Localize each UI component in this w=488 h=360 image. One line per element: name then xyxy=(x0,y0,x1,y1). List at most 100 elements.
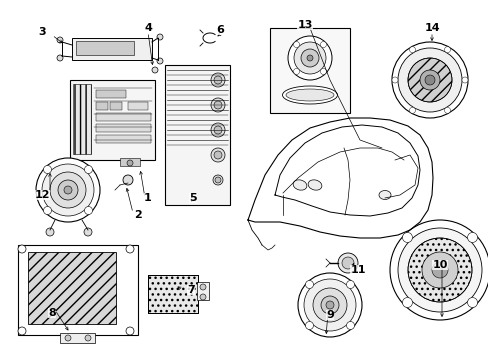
Circle shape xyxy=(397,48,461,112)
Bar xyxy=(72,38,152,60)
Circle shape xyxy=(152,67,158,73)
Circle shape xyxy=(346,280,354,288)
Circle shape xyxy=(431,262,447,278)
Bar xyxy=(164,65,229,205)
Circle shape xyxy=(305,321,313,329)
Text: 14: 14 xyxy=(423,23,439,33)
Circle shape xyxy=(408,107,415,113)
Bar xyxy=(28,252,116,324)
Bar xyxy=(76,41,134,55)
Circle shape xyxy=(214,76,222,84)
Circle shape xyxy=(200,294,205,300)
Bar xyxy=(148,275,198,313)
Circle shape xyxy=(65,335,71,341)
Bar xyxy=(148,275,198,313)
Bar xyxy=(18,245,138,335)
Text: 6: 6 xyxy=(216,25,224,35)
Bar xyxy=(73,84,91,154)
Circle shape xyxy=(407,238,471,302)
Circle shape xyxy=(287,36,331,80)
Circle shape xyxy=(337,253,357,273)
Circle shape xyxy=(214,101,222,109)
Circle shape xyxy=(341,257,353,269)
Text: 5: 5 xyxy=(189,193,196,203)
Circle shape xyxy=(320,41,326,48)
Circle shape xyxy=(57,55,63,61)
Ellipse shape xyxy=(307,180,321,190)
Circle shape xyxy=(36,158,100,222)
Text: 12: 12 xyxy=(34,190,50,200)
Circle shape xyxy=(293,42,325,74)
Circle shape xyxy=(126,327,134,335)
Circle shape xyxy=(157,58,163,64)
Ellipse shape xyxy=(378,190,390,199)
Circle shape xyxy=(126,245,134,253)
Ellipse shape xyxy=(285,89,333,101)
Circle shape xyxy=(467,297,477,307)
Circle shape xyxy=(43,166,51,174)
Circle shape xyxy=(391,77,397,83)
Bar xyxy=(70,80,155,160)
Circle shape xyxy=(42,164,94,216)
Circle shape xyxy=(419,70,439,90)
Circle shape xyxy=(84,207,92,215)
Text: 11: 11 xyxy=(349,265,365,275)
Circle shape xyxy=(320,296,338,314)
Circle shape xyxy=(297,273,361,337)
Circle shape xyxy=(157,34,163,40)
Circle shape xyxy=(210,73,224,87)
Circle shape xyxy=(408,47,415,53)
Text: 9: 9 xyxy=(325,310,333,320)
Circle shape xyxy=(407,58,451,102)
Circle shape xyxy=(84,228,92,236)
Circle shape xyxy=(57,37,63,43)
Circle shape xyxy=(402,297,412,307)
Circle shape xyxy=(320,68,326,75)
Circle shape xyxy=(325,301,333,309)
Circle shape xyxy=(397,228,481,312)
Circle shape xyxy=(64,186,72,194)
Circle shape xyxy=(461,77,467,83)
Circle shape xyxy=(84,166,92,174)
Circle shape xyxy=(200,284,205,290)
Circle shape xyxy=(46,228,54,236)
Circle shape xyxy=(43,207,51,215)
Circle shape xyxy=(210,123,224,137)
Circle shape xyxy=(58,180,78,200)
Circle shape xyxy=(18,327,26,335)
Bar xyxy=(60,333,95,343)
Circle shape xyxy=(346,321,354,329)
Bar xyxy=(120,158,140,166)
Bar xyxy=(197,282,208,300)
Bar xyxy=(96,124,151,132)
Text: 4: 4 xyxy=(144,23,152,33)
Circle shape xyxy=(214,126,222,134)
Text: 8: 8 xyxy=(48,308,56,318)
Bar xyxy=(96,113,151,121)
Circle shape xyxy=(312,288,346,322)
Text: 1: 1 xyxy=(144,193,152,203)
Bar xyxy=(96,135,151,143)
Circle shape xyxy=(306,55,312,61)
Circle shape xyxy=(210,148,224,162)
Circle shape xyxy=(305,280,313,288)
Circle shape xyxy=(389,220,488,320)
Circle shape xyxy=(391,42,467,118)
Circle shape xyxy=(50,172,86,208)
Text: 13: 13 xyxy=(297,20,312,30)
Circle shape xyxy=(214,151,222,159)
Bar xyxy=(110,102,122,110)
Bar xyxy=(96,90,126,98)
Circle shape xyxy=(402,233,412,243)
Circle shape xyxy=(467,233,477,243)
Bar xyxy=(128,102,148,110)
Ellipse shape xyxy=(282,86,337,104)
Circle shape xyxy=(18,245,26,253)
Circle shape xyxy=(85,335,91,341)
Circle shape xyxy=(210,98,224,112)
Circle shape xyxy=(301,49,318,67)
Text: 7: 7 xyxy=(187,285,195,295)
Circle shape xyxy=(421,252,457,288)
Circle shape xyxy=(213,175,223,185)
Circle shape xyxy=(304,279,355,331)
